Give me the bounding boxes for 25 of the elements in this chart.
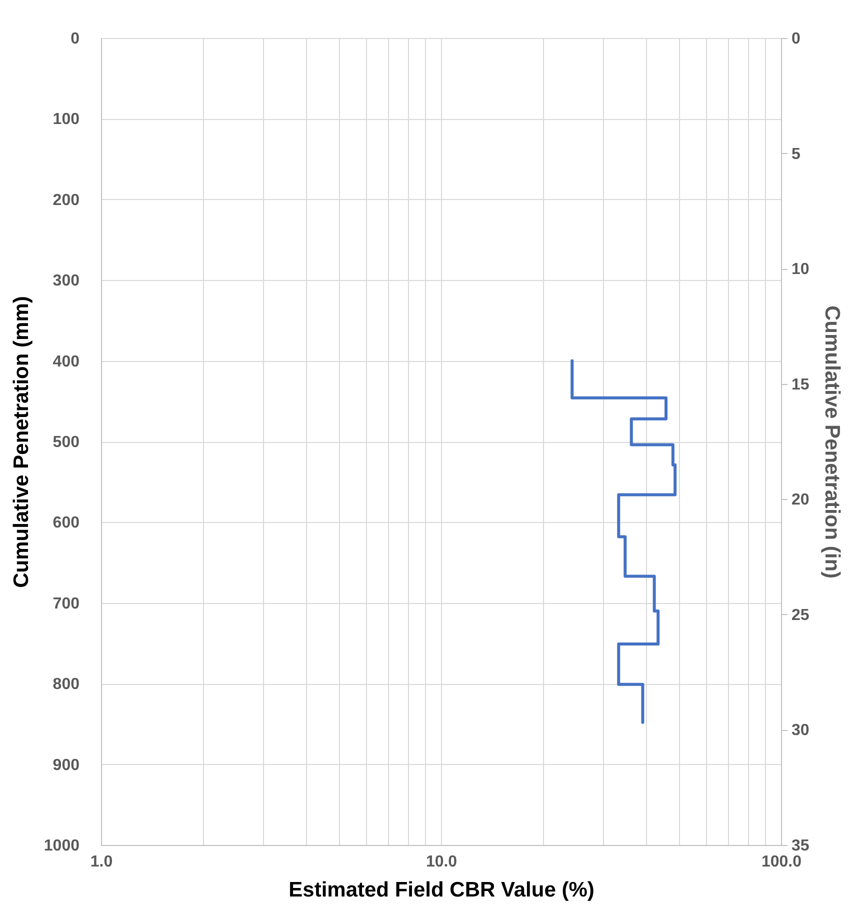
y-tick-label: 200 — [52, 192, 80, 209]
y-tick-label: 900 — [52, 756, 80, 774]
y2-tick-label: 35 — [792, 838, 810, 854]
y2-tick-label: 20 — [792, 492, 810, 509]
y-tick-label: 1000 — [44, 838, 80, 854]
y-tick-label: 100 — [52, 111, 80, 128]
y-tick-label: 400 — [52, 353, 80, 370]
y-tick-label: 0 — [70, 30, 80, 48]
y2-tick-label: 15 — [792, 376, 810, 394]
y2-tick-label: 30 — [792, 722, 810, 740]
y2-axis-title: Cumulative Penetration (in) — [820, 305, 844, 579]
y-tick-label: 300 — [52, 272, 80, 290]
y2-tick-label: 25 — [792, 606, 810, 624]
x-tick-label: 10.0 — [426, 854, 458, 870]
y-tick-label: 500 — [52, 434, 80, 451]
y2-tick-label: 5 — [792, 146, 800, 163]
y2-tick-label: 10 — [792, 261, 810, 278]
y-tick-label: 800 — [52, 676, 80, 694]
x-tick-label: 1.0 — [90, 854, 113, 870]
y2-tick-label: 0 — [792, 30, 800, 48]
y-tick-label: 700 — [52, 595, 80, 612]
y-axis-title: Cumulative Penetration (mm) — [10, 296, 33, 588]
x-axis-title: Estimated Field CBR Value (%) — [288, 878, 594, 902]
y-tick-label: 600 — [52, 514, 80, 532]
x-tick-label: 100.0 — [761, 854, 802, 870]
